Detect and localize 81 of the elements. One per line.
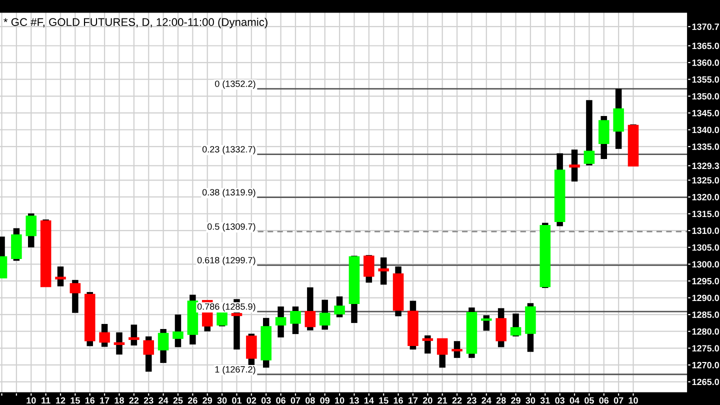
x-tick-label: 03 xyxy=(555,397,565,404)
y-tick-label: 1320.0 xyxy=(692,194,720,200)
y-tick-label: 1290.0 xyxy=(692,294,720,302)
x-tick-label: 20 xyxy=(422,397,432,404)
x-tick-label: 26 xyxy=(188,397,198,404)
chart-title: * GC #F, GOLD FUTURES, D, 12:00-11:00 (Dynamic) xyxy=(4,18,268,28)
y-tick-label: 1355.0 xyxy=(692,76,720,83)
x-tick-label: 04 xyxy=(570,397,580,404)
x-tick-label: 09 xyxy=(320,397,330,404)
candlestick xyxy=(569,150,580,182)
x-tick-label: 30 xyxy=(217,397,227,404)
x-tick-label: 30 xyxy=(526,397,536,404)
y-tick-label: 1360.0 xyxy=(692,60,720,66)
ref-line-label: 0.23 (1332.7) xyxy=(202,146,256,154)
y-tick-label: 1350.0 xyxy=(692,93,720,100)
x-tick-label: 16 xyxy=(394,397,403,404)
candlestick xyxy=(114,332,125,355)
candlestick xyxy=(378,257,389,285)
candlestick xyxy=(436,338,448,368)
x-tick-label: 05 xyxy=(584,397,594,404)
x-tick-label: 22 xyxy=(129,397,139,404)
ref-line-label: 0.5 (1309.7) xyxy=(207,223,256,232)
y-tick-label: 1329.3 xyxy=(692,162,720,170)
candlestick xyxy=(187,294,198,344)
y-tick-label: 1300.0 xyxy=(692,261,720,268)
x-tick-label: 07 xyxy=(290,397,300,404)
y-tick-label: 1345.0 xyxy=(692,110,720,116)
y-tick-label: 1305.0 xyxy=(692,244,720,251)
x-tick-label: 31 xyxy=(540,397,550,404)
y-tick-label: 1325.0 xyxy=(692,177,720,184)
x-tick-label: 15 xyxy=(70,397,80,404)
candlestick xyxy=(304,287,316,330)
x-tick-label: 17 xyxy=(408,397,418,404)
x-tick-label: 14 xyxy=(364,397,374,404)
x-tick-label: 10 xyxy=(26,397,36,404)
y-tick-label: 1310.0 xyxy=(692,228,720,234)
y-tick-label: 1370.7 xyxy=(692,24,719,30)
x-tick-label: 24 xyxy=(158,397,168,404)
ref-line-label: 0.786 (1285.9) xyxy=(197,303,256,312)
x-tick-label: 29 xyxy=(511,397,520,404)
x-tick-label: 25 xyxy=(173,397,183,404)
y-tick-label: 1285.0 xyxy=(692,312,720,318)
y-tick-label: 1280.0 xyxy=(692,328,720,335)
y-tick-label: 1315.0 xyxy=(692,210,720,218)
x-tick-label: 10 xyxy=(628,397,638,404)
x-tick-label: 01 xyxy=(232,397,242,404)
candlestick xyxy=(172,314,184,348)
x-tick-label: 07 xyxy=(614,397,624,404)
x-tick-label: 21 xyxy=(438,397,448,404)
y-tick-label: 1340.0 xyxy=(692,126,720,134)
y-tick-label: 1270.0 xyxy=(692,362,720,368)
x-tick-label: 18 xyxy=(114,397,124,404)
ref-line-label: 0.618 (1299.7) xyxy=(197,256,256,266)
x-tick-label: 24 xyxy=(482,397,492,404)
x-tick-label: 28 xyxy=(496,397,506,404)
x-tick-label: 23 xyxy=(467,397,476,404)
ref-line-label: 0 (1352.2) xyxy=(214,80,256,89)
x-tick-label: 16 xyxy=(85,397,95,404)
x-tick-label: 06 xyxy=(276,397,286,404)
x-tick-label: 12 xyxy=(56,397,66,404)
y-tick-label: 1295.0 xyxy=(692,278,720,284)
x-tick-label: 10 xyxy=(335,397,344,404)
candlestick xyxy=(275,306,286,338)
x-tick-label: 02 xyxy=(246,397,256,404)
x-tick-label: 03 xyxy=(261,397,271,404)
y-tick-label: 1365.0 xyxy=(692,42,720,50)
ref-line-label: 0.38 (1319.9) xyxy=(202,188,256,198)
x-tick-label: 22 xyxy=(452,397,462,404)
ref-line-label: 1 (1267.2) xyxy=(215,366,256,374)
x-tick-label: 15 xyxy=(379,397,388,404)
x-tick-label: 23 xyxy=(144,397,154,404)
y-tick-label: 1265.0 xyxy=(692,378,720,386)
x-tick-label: 29 xyxy=(202,397,212,404)
y-tick-label: 1335.0 xyxy=(692,144,720,150)
candlestick xyxy=(613,88,624,149)
x-tick-label: 17 xyxy=(100,397,110,404)
x-tick-label: 06 xyxy=(599,397,609,404)
y-tick-label: 1275.0 xyxy=(692,345,720,352)
x-tick-label: 11 xyxy=(42,397,50,404)
x-tick-label: 13 xyxy=(350,397,359,404)
x-tick-label: 08 xyxy=(306,397,315,404)
